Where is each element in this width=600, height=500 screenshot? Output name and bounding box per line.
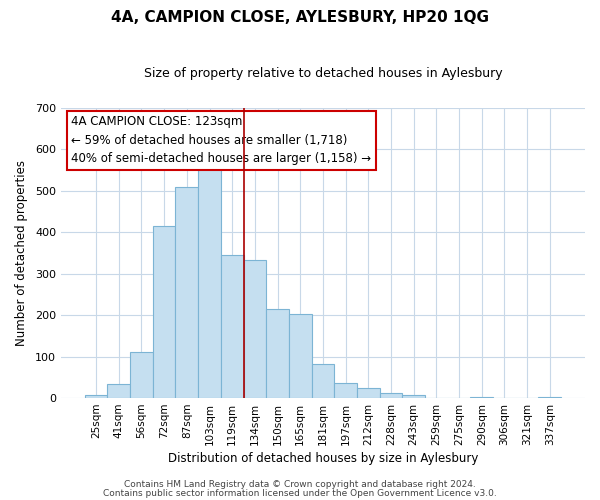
Bar [289,314,311,398]
Bar [198,158,221,398]
Bar [153,226,175,398]
Bar [538,397,561,398]
Bar [470,397,493,398]
Bar [334,382,357,398]
Bar [221,255,244,398]
Text: 4A, CAMPION CLOSE, AYLESBURY, HP20 1QG: 4A, CAMPION CLOSE, AYLESBURY, HP20 1QG [111,10,489,25]
Bar [311,364,334,398]
Title: Size of property relative to detached houses in Aylesbury: Size of property relative to detached ho… [143,68,502,80]
Bar [244,260,266,398]
Text: Contains HM Land Registry data © Crown copyright and database right 2024.: Contains HM Land Registry data © Crown c… [124,480,476,489]
Bar [107,384,130,398]
Text: 4A CAMPION CLOSE: 123sqm
← 59% of detached houses are smaller (1,718)
40% of sem: 4A CAMPION CLOSE: 123sqm ← 59% of detach… [71,116,371,166]
Bar [380,393,403,398]
Bar [175,187,198,398]
Text: Contains public sector information licensed under the Open Government Licence v3: Contains public sector information licen… [103,488,497,498]
X-axis label: Distribution of detached houses by size in Aylesbury: Distribution of detached houses by size … [168,452,478,465]
Bar [85,395,107,398]
Bar [130,352,153,398]
Bar [403,395,425,398]
Y-axis label: Number of detached properties: Number of detached properties [15,160,28,346]
Bar [266,309,289,398]
Bar [357,388,380,398]
